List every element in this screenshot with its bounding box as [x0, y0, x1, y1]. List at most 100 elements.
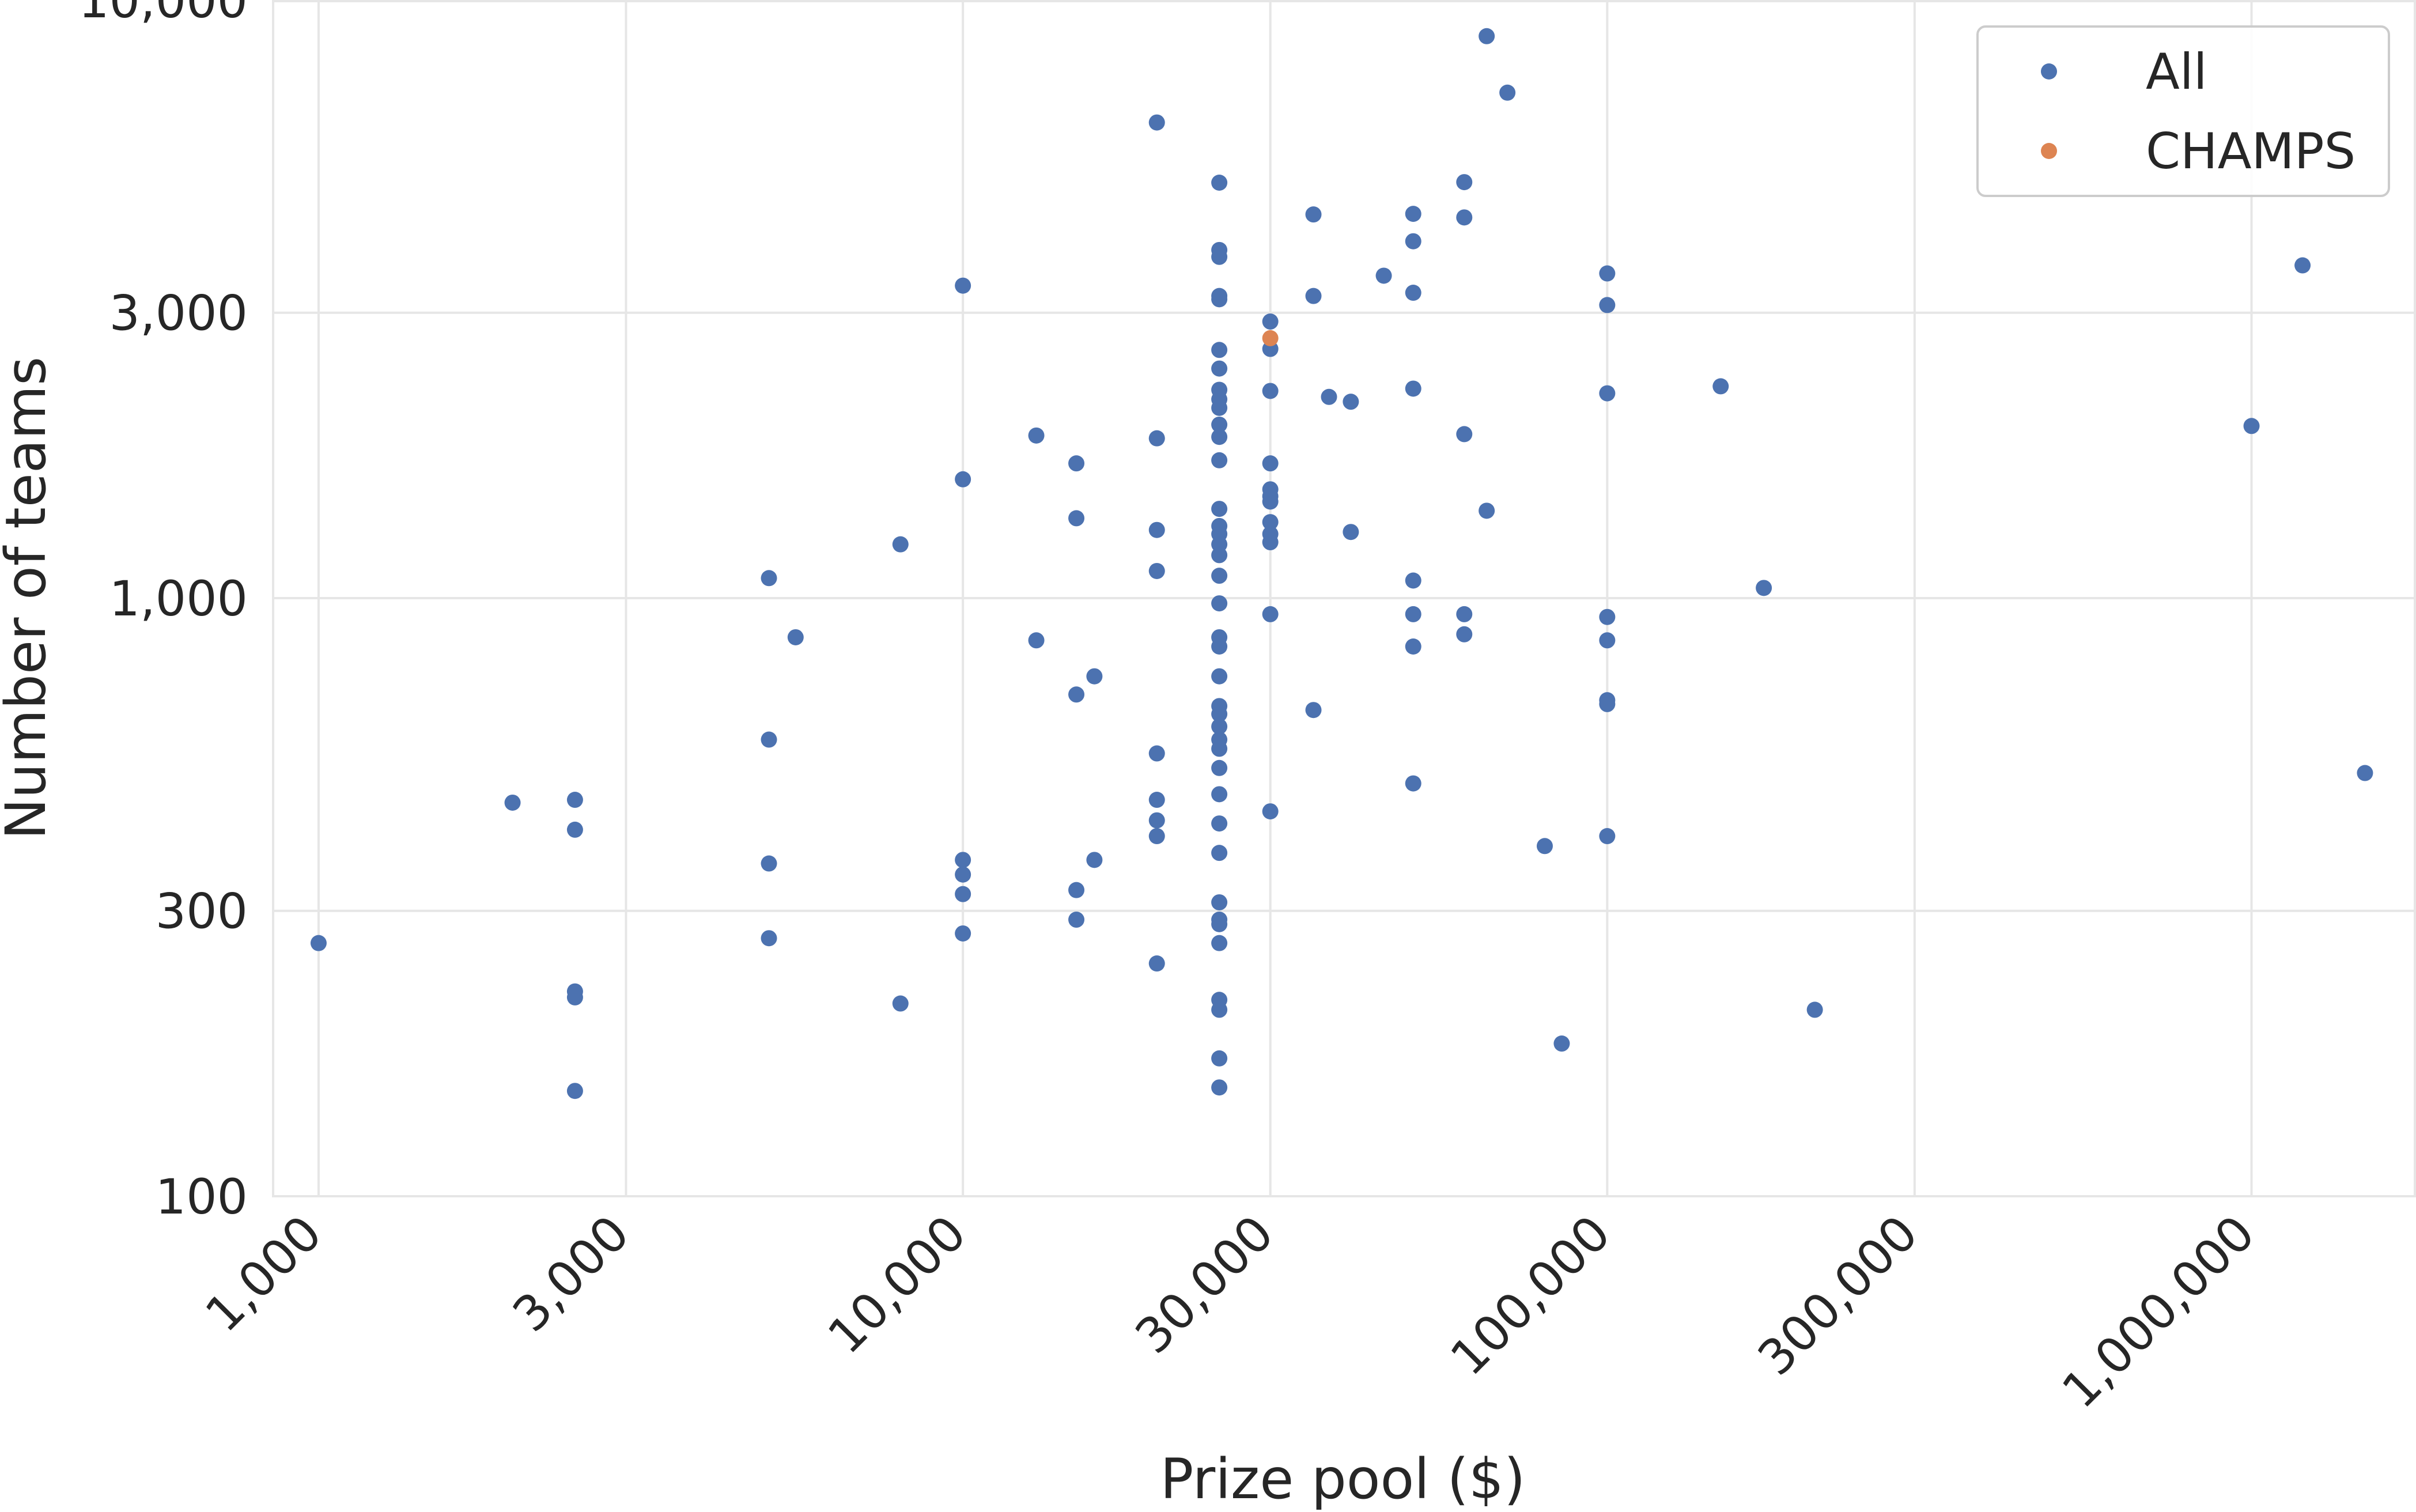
tick-labels: 1,000 3,000 10,000 30,000 100,000 300,000 1,00…: [78, 0, 2266, 1419]
data-point-all: [1211, 291, 1228, 308]
data-point-all: [892, 995, 909, 1012]
data-point-all: [1405, 638, 1421, 655]
y-tick-label: 3,000: [109, 285, 248, 342]
data-point-all: [1262, 383, 1279, 399]
data-point-all: [1599, 632, 1616, 649]
data-point-all: [1456, 209, 1473, 226]
data-point-all: [1211, 935, 1228, 951]
data-point-all: [1211, 668, 1228, 685]
data-point-all: [1405, 285, 1421, 301]
data-point-all: [1211, 759, 1228, 776]
data-point-all: [1211, 501, 1228, 517]
data-point-all: [1599, 297, 1616, 313]
data-point-all: [504, 794, 521, 811]
data-point-all: [1536, 838, 1553, 855]
data-point-all: [2294, 257, 2311, 274]
data-point-all: [787, 629, 804, 645]
data-point-all: [1086, 852, 1103, 868]
data-point-all: [955, 852, 971, 868]
data-point-all: [1211, 894, 1228, 910]
x-tick-label: 100,000: [1440, 1205, 1621, 1386]
data-point-all: [1712, 378, 1729, 395]
data-point-all: [1262, 803, 1279, 820]
data-point-all: [761, 930, 777, 947]
x-axis-title: Prize pool ($): [1160, 1447, 1526, 1511]
data-point-all: [1262, 514, 1279, 531]
data-point-all: [1211, 1050, 1228, 1067]
data-point-all: [1211, 595, 1228, 612]
data-point-all: [1148, 521, 1165, 538]
y-tick-label: 1,000: [109, 570, 248, 627]
data-point-all: [1211, 429, 1228, 445]
x-tick-label: 10,000: [817, 1205, 977, 1364]
data-point-all: [1305, 702, 1322, 719]
data-point-all: [1148, 792, 1165, 808]
data-point-all: [1148, 828, 1165, 845]
data-point-all: [1405, 606, 1421, 622]
data-point-all: [1211, 706, 1228, 723]
data-point-all: [566, 821, 583, 838]
data-point-all: [2243, 418, 2260, 434]
data-point-all: [566, 1083, 583, 1099]
data-point-all: [566, 792, 583, 808]
data-point-all: [1211, 638, 1228, 655]
data-point-all: [1405, 380, 1421, 397]
data-point-all: [1148, 955, 1165, 972]
data-point-all: [1211, 786, 1228, 803]
data-point-all: [955, 925, 971, 942]
legend-marker-champs: [2041, 143, 2057, 159]
data-point-all: [955, 277, 971, 294]
data-point-all: [1343, 524, 1359, 540]
legend-marker-all: [2041, 63, 2057, 80]
data-point-all: [310, 935, 327, 951]
x-tick-label: 1,000,000: [2051, 1205, 2266, 1419]
data-point-all: [1479, 502, 1495, 519]
data-point-all: [1499, 84, 1516, 101]
data-point-all: [1405, 233, 1421, 250]
data-point-all: [1456, 606, 1473, 622]
data-point-all: [1211, 718, 1228, 735]
data-point-all: [1211, 845, 1228, 861]
data-point-all: [1405, 775, 1421, 792]
data-point-all: [1148, 114, 1165, 131]
data-point-all: [1028, 427, 1045, 444]
data-point-all: [1262, 313, 1279, 330]
data-point-all: [1456, 174, 1473, 191]
data-point-all: [1211, 1079, 1228, 1096]
data-point-all: [761, 570, 777, 587]
data-point-all: [1599, 265, 1616, 282]
data-point-all: [761, 855, 777, 872]
y-tick-label: 100: [156, 1169, 248, 1225]
data-point-all: [1068, 882, 1085, 898]
data-point-all: [1211, 174, 1228, 191]
data-point-all: [1262, 493, 1279, 510]
data-point-all: [1599, 385, 1616, 402]
data-point-all: [1405, 572, 1421, 589]
data-point-all: [1211, 342, 1228, 358]
data-point-all: [1553, 1035, 1570, 1052]
y-tick-label: 10,000: [78, 0, 248, 29]
data-point-all: [1068, 455, 1085, 472]
data-point-all: [955, 866, 971, 883]
data-point-champs: [1262, 330, 1279, 346]
y-axis-title: Number of teams: [0, 357, 58, 840]
data-point-all: [1262, 455, 1279, 472]
data-points: [310, 28, 2373, 1099]
data-point-all: [1262, 534, 1279, 551]
data-point-all: [1148, 430, 1165, 447]
data-point-all: [1375, 267, 1392, 284]
data-point-all: [1211, 547, 1228, 564]
data-point-all: [1321, 388, 1337, 405]
data-point-all: [1211, 916, 1228, 932]
data-point-all: [1756, 580, 1772, 596]
legend-label-champs: CHAMPS: [2146, 123, 2355, 180]
data-point-all: [1068, 510, 1085, 527]
x-tick-label: 3,000: [502, 1205, 640, 1343]
data-point-all: [1148, 812, 1165, 829]
data-point-all: [1028, 632, 1045, 649]
data-point-all: [1148, 745, 1165, 762]
grid-lines: [273, 0, 2416, 1197]
data-point-all: [1456, 626, 1473, 642]
